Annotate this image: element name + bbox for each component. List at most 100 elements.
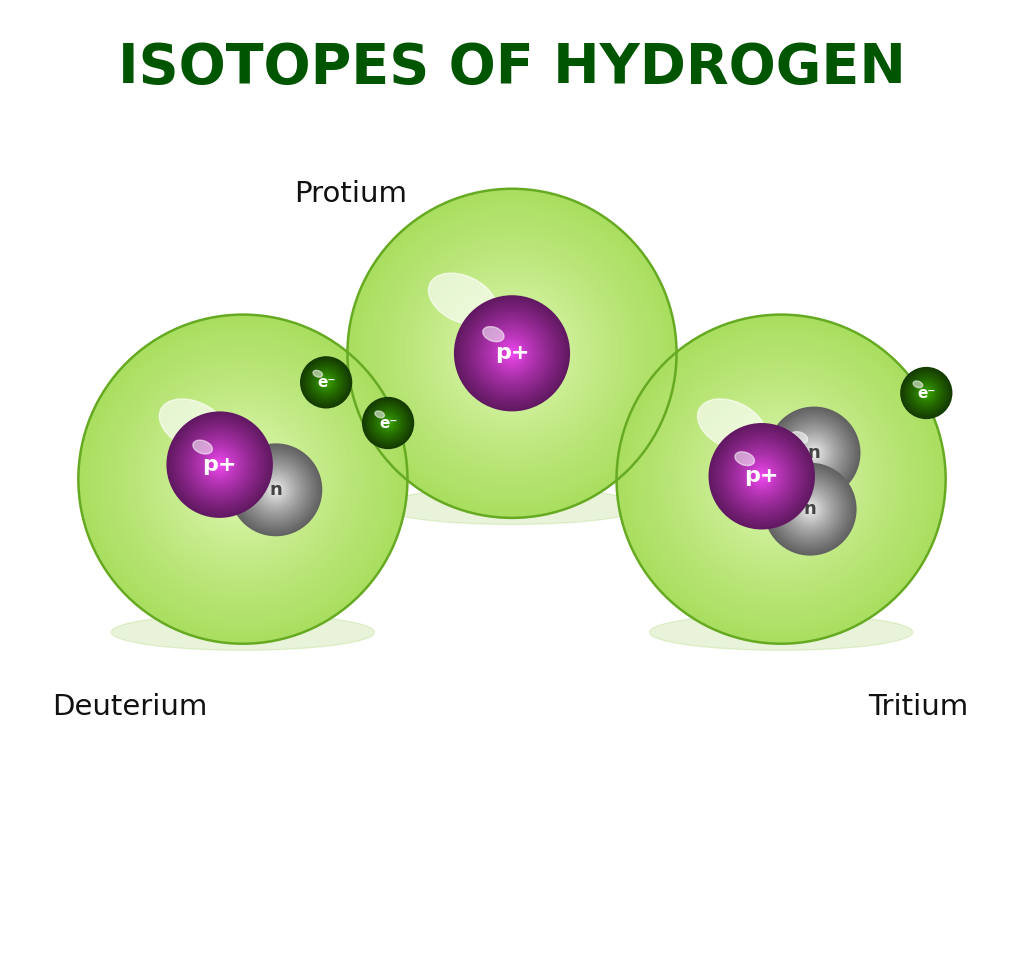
Circle shape xyxy=(475,317,549,390)
Circle shape xyxy=(707,405,855,553)
Circle shape xyxy=(771,410,857,496)
Circle shape xyxy=(386,421,390,425)
Circle shape xyxy=(103,339,383,620)
Circle shape xyxy=(434,275,590,432)
Circle shape xyxy=(231,445,321,534)
Circle shape xyxy=(694,393,867,565)
Circle shape xyxy=(904,371,948,415)
Circle shape xyxy=(347,189,677,518)
Circle shape xyxy=(803,441,825,465)
Circle shape xyxy=(799,498,821,521)
Circle shape xyxy=(749,446,814,512)
Circle shape xyxy=(488,330,536,377)
Circle shape xyxy=(764,463,857,556)
Circle shape xyxy=(790,489,830,529)
Circle shape xyxy=(807,445,821,461)
Circle shape xyxy=(406,246,618,460)
Circle shape xyxy=(486,328,538,378)
Circle shape xyxy=(255,469,296,510)
Circle shape xyxy=(906,373,946,413)
Circle shape xyxy=(230,467,255,492)
Circle shape xyxy=(901,368,951,418)
Circle shape xyxy=(302,358,350,407)
Circle shape xyxy=(690,388,871,569)
Circle shape xyxy=(907,375,945,411)
Circle shape xyxy=(796,495,825,524)
Circle shape xyxy=(463,305,561,402)
Circle shape xyxy=(487,328,537,378)
Circle shape xyxy=(157,393,330,565)
Text: n: n xyxy=(808,444,820,462)
Circle shape xyxy=(719,434,804,519)
Circle shape xyxy=(767,467,853,552)
Text: p+: p+ xyxy=(744,467,779,486)
Circle shape xyxy=(355,197,669,509)
Circle shape xyxy=(909,377,943,409)
Circle shape xyxy=(261,475,291,504)
Circle shape xyxy=(682,380,880,578)
Circle shape xyxy=(492,332,532,375)
Circle shape xyxy=(621,318,941,640)
Circle shape xyxy=(248,462,304,518)
Circle shape xyxy=(756,469,768,483)
Circle shape xyxy=(915,382,937,404)
Circle shape xyxy=(504,345,520,361)
Circle shape xyxy=(116,351,371,607)
Circle shape xyxy=(215,461,224,469)
Circle shape xyxy=(381,415,395,431)
Circle shape xyxy=(479,320,545,386)
Circle shape xyxy=(797,497,823,522)
Circle shape xyxy=(383,418,393,428)
Circle shape xyxy=(153,388,334,569)
Circle shape xyxy=(769,408,858,498)
Circle shape xyxy=(254,468,298,512)
Circle shape xyxy=(375,409,401,437)
Circle shape xyxy=(175,420,264,509)
Circle shape xyxy=(173,418,266,511)
Circle shape xyxy=(367,401,410,445)
Circle shape xyxy=(272,486,280,494)
Circle shape xyxy=(730,444,794,508)
Text: n: n xyxy=(269,481,283,499)
Circle shape xyxy=(713,427,811,526)
Circle shape xyxy=(721,436,802,517)
Circle shape xyxy=(414,255,610,452)
Circle shape xyxy=(459,300,565,407)
Circle shape xyxy=(788,427,840,479)
Circle shape xyxy=(209,454,230,475)
Circle shape xyxy=(300,356,352,408)
Circle shape xyxy=(364,205,660,501)
Circle shape xyxy=(924,390,930,396)
Circle shape xyxy=(378,412,398,434)
Circle shape xyxy=(388,229,636,477)
Circle shape xyxy=(472,314,552,393)
Circle shape xyxy=(169,413,270,516)
Circle shape xyxy=(919,385,934,401)
Circle shape xyxy=(455,295,569,410)
Circle shape xyxy=(769,469,851,550)
Circle shape xyxy=(426,267,598,439)
Circle shape xyxy=(189,426,296,532)
Circle shape xyxy=(387,422,389,424)
Circle shape xyxy=(376,410,400,436)
Circle shape xyxy=(303,359,349,406)
Circle shape xyxy=(709,423,815,529)
Circle shape xyxy=(494,335,530,372)
Circle shape xyxy=(776,475,844,543)
Circle shape xyxy=(777,475,785,483)
Circle shape xyxy=(201,445,239,484)
Circle shape xyxy=(304,360,348,405)
Ellipse shape xyxy=(160,399,227,451)
Ellipse shape xyxy=(193,440,212,454)
Circle shape xyxy=(79,315,408,644)
Circle shape xyxy=(716,413,847,545)
Circle shape xyxy=(366,400,411,446)
Circle shape xyxy=(202,438,284,520)
Circle shape xyxy=(323,379,330,385)
Ellipse shape xyxy=(649,614,912,650)
Circle shape xyxy=(766,465,855,554)
Ellipse shape xyxy=(791,432,808,443)
Circle shape xyxy=(368,209,656,498)
Circle shape xyxy=(108,344,379,615)
Circle shape xyxy=(322,378,331,386)
